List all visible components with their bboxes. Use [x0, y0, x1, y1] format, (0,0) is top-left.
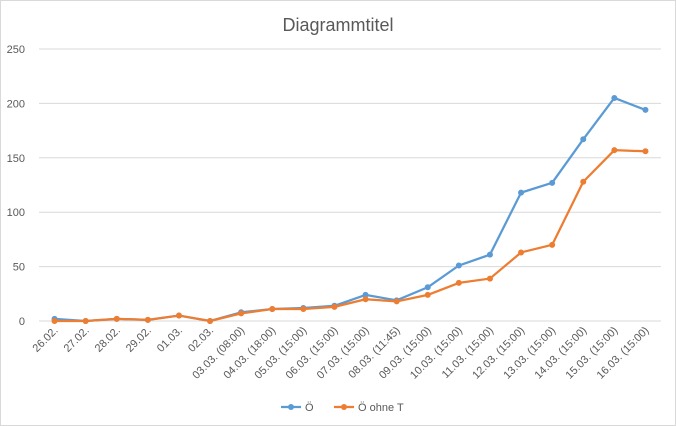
y-tick-label: 100 — [7, 207, 25, 219]
data-point — [549, 241, 556, 248]
x-tick-label: 02.03. — [186, 325, 216, 355]
data-point — [51, 318, 58, 324]
y-tick-label: 250 — [7, 44, 25, 56]
data-point — [580, 136, 587, 143]
data-point — [331, 303, 338, 310]
data-point — [611, 147, 618, 154]
data-point — [580, 178, 587, 185]
y-axis-ticks: 0 50 100 150 200 250 — [7, 44, 25, 328]
data-point — [424, 284, 431, 291]
x-tick-label: 29.02. — [124, 325, 154, 355]
x-tick-label: 28.02. — [93, 325, 123, 355]
data-point — [362, 291, 369, 298]
data-point — [486, 275, 493, 282]
data-point — [424, 291, 431, 298]
series-lines — [51, 94, 649, 324]
data-point — [518, 249, 525, 256]
series-line — [54, 149, 646, 323]
data-point — [207, 318, 214, 324]
data-point — [300, 306, 307, 313]
gridlines — [39, 48, 661, 322]
data-point — [642, 106, 649, 113]
data-point — [238, 310, 245, 317]
legend-label: Ö — [305, 402, 314, 414]
data-point — [269, 306, 276, 313]
legend-marker — [341, 404, 347, 410]
legend-item: Ö — [281, 402, 314, 414]
legend-item: Ö ohne T — [334, 402, 404, 414]
data-point — [455, 262, 462, 269]
data-point — [175, 312, 182, 319]
chart-title: Diagrammtitel — [282, 15, 393, 35]
data-point — [82, 318, 89, 324]
x-tick-label: 27.02. — [62, 325, 92, 355]
data-point — [518, 189, 525, 196]
data-point — [549, 179, 556, 186]
series-1 — [51, 94, 649, 324]
y-tick-label: 150 — [7, 153, 25, 165]
x-tick-label: 01.03. — [155, 325, 185, 355]
data-point — [113, 315, 120, 322]
data-point — [611, 94, 618, 101]
data-point — [455, 279, 462, 286]
x-axis-ticks: 26.02. 27.02. 28.02. 29.02. 01.03. 02.03.03.0… — [31, 325, 652, 382]
series-2 — [51, 147, 649, 324]
data-point — [642, 148, 649, 155]
legend-marker — [288, 404, 294, 410]
legend-label: Ö ohne T — [358, 402, 404, 414]
data-point — [486, 251, 493, 258]
y-tick-label: 0 — [19, 316, 25, 328]
data-point — [393, 298, 400, 305]
y-tick-label: 200 — [7, 98, 25, 110]
y-tick-label: 50 — [13, 262, 25, 274]
legend: Ö Ö ohne T — [281, 402, 404, 414]
x-tick-label: 26.02. — [31, 325, 61, 355]
data-point — [362, 296, 369, 303]
data-point — [144, 316, 151, 323]
series-line — [54, 96, 646, 323]
